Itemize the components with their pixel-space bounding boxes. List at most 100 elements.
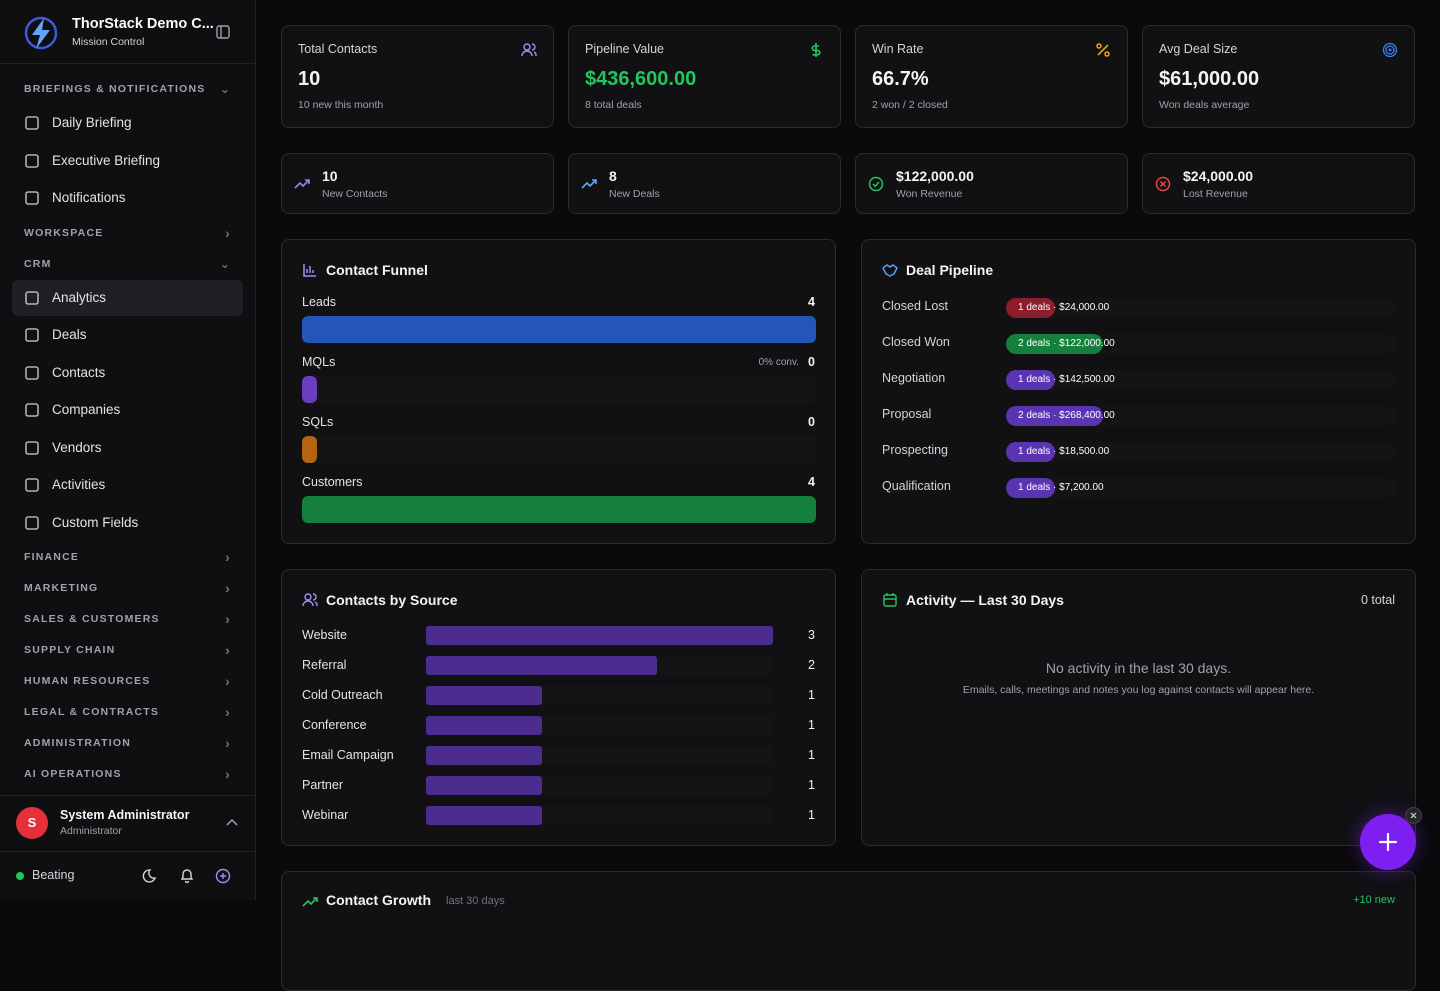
- theme-toggle[interactable]: [142, 868, 159, 884]
- stat-value: $61,000.00: [1159, 68, 1260, 90]
- nav-item[interactable]: Daily Briefing: [12, 105, 243, 141]
- nav-item[interactable]: Deals: [12, 317, 243, 353]
- status-dot: [16, 872, 24, 880]
- nav-section-header[interactable]: AI OPERATIONS ›: [24, 759, 231, 790]
- stat-card: Avg Deal Size $61,000.00 Won deals average: [1142, 25, 1415, 128]
- chevron: ›: [225, 580, 231, 596]
- user-menu-toggle[interactable]: [226, 818, 238, 826]
- source-bar: [426, 656, 658, 675]
- pipeline-track: [1006, 406, 1396, 426]
- nav-icon: [25, 403, 39, 417]
- panel-title: Contacts by Source: [326, 592, 458, 608]
- collapse-button[interactable]: [216, 25, 230, 39]
- notifications-button[interactable]: [179, 868, 195, 884]
- stat-icon: [1382, 42, 1398, 58]
- divider: [0, 851, 255, 852]
- chevron: ›: [225, 766, 231, 782]
- highlight-icon: [581, 179, 597, 189]
- stat-title: Win Rate: [872, 42, 924, 56]
- source-label: Email Campaign: [302, 748, 394, 762]
- source-label: Website: [302, 628, 347, 642]
- nav-section-header[interactable]: MARKETING ›: [24, 573, 231, 604]
- highlight-label: New Contacts: [322, 188, 388, 200]
- highlight-value: $24,000.00: [1183, 168, 1254, 184]
- nav-section-header[interactable]: BRIEFINGS & NOTIFICATIONS ⌄: [24, 74, 231, 105]
- funnel-bar: [302, 496, 816, 523]
- source-label: Referral: [302, 658, 347, 672]
- stat-note: 8 total deals: [585, 99, 642, 111]
- source-count: 2: [808, 658, 815, 672]
- brand-logo: [24, 16, 58, 50]
- divider: [0, 63, 255, 64]
- fab-button[interactable]: [1360, 814, 1416, 870]
- highlight-icon: [1155, 176, 1171, 192]
- nav-icon: [25, 440, 39, 455]
- highlight-icon: [868, 176, 884, 192]
- pipeline-label: 2 deals · $268,400.00: [1018, 410, 1115, 421]
- nav-label: Daily Briefing: [52, 115, 132, 130]
- pipeline-track: [1006, 334, 1396, 354]
- nav-item[interactable]: Executive Briefing: [12, 143, 243, 179]
- panel-subtitle: last 30 days: [446, 895, 505, 907]
- nav-section-header[interactable]: ADMINISTRATION ›: [24, 728, 231, 759]
- stat-card: Total Contacts 10 10 new this month: [281, 25, 554, 128]
- nav-section-header[interactable]: FINANCE ›: [24, 542, 231, 573]
- nav-item[interactable]: Analytics: [12, 279, 243, 316]
- nav-section-header[interactable]: HUMAN RESOURCES ›: [24, 666, 231, 697]
- chevron: ›: [225, 704, 231, 720]
- add-button[interactable]: [215, 868, 231, 884]
- pipeline-stage: Closed Lost: [882, 299, 949, 313]
- stat-title: Total Contacts: [298, 42, 378, 56]
- nav-label: Activities: [52, 477, 106, 492]
- nav-section-header[interactable]: SALES & CUSTOMERS ›: [24, 604, 231, 635]
- highlight-value: $122,000.00: [896, 168, 974, 184]
- nav-item[interactable]: Contacts: [12, 355, 243, 391]
- nav-item[interactable]: Companies: [12, 392, 243, 428]
- nav-icon: [25, 290, 39, 305]
- highlight-value: 10: [322, 168, 338, 184]
- nav-section-header[interactable]: WORKSPACE ›: [24, 218, 231, 249]
- funnel-bar: [302, 376, 317, 403]
- nav-section-header[interactable]: LEGAL & CONTRACTS ›: [24, 697, 231, 728]
- pipeline-bar: [1006, 370, 1055, 390]
- pipeline-stage: Proposal: [882, 407, 932, 421]
- panel-icon: [882, 264, 898, 277]
- pipeline-bar: [1006, 406, 1103, 426]
- chevron: ⌄: [219, 82, 231, 96]
- nav-section-header[interactable]: CRM ⌄: [24, 249, 231, 280]
- fab-icon: [1378, 832, 1398, 852]
- highlight-value: 8: [609, 168, 617, 184]
- nav-label: Vendors: [52, 439, 102, 455]
- nav-label: Contacts: [52, 364, 106, 380]
- nav-item[interactable]: Custom Fields: [12, 505, 243, 541]
- highlight-label: Won Revenue: [896, 188, 963, 200]
- funnel-count: 4: [808, 475, 815, 489]
- nav-icon: [25, 365, 39, 380]
- status-label: Beating: [32, 868, 75, 882]
- fab-dismiss[interactable]: [1405, 807, 1422, 824]
- panel-title: Contact Funnel: [326, 262, 428, 278]
- chevron: ›: [225, 549, 231, 565]
- funnel-count: 0: [808, 415, 815, 429]
- nav-section-header[interactable]: SUPPLY CHAIN ›: [24, 635, 231, 666]
- stat-icon: [521, 43, 537, 57]
- nav-icon: [25, 515, 39, 530]
- pipeline-card: Deal Pipeline Closed Lost 1 deals · $24,00…: [861, 239, 1416, 544]
- funnel-card: Contact Funnel Leads 4 MQLs 0 0% conv. SQLs 0 Cu…: [281, 239, 836, 544]
- funnel-track: [302, 376, 816, 403]
- funnel-stage: Customers: [302, 475, 363, 489]
- nav-item[interactable]: Vendors: [12, 430, 243, 466]
- stat-title: Pipeline Value: [585, 42, 664, 56]
- pipeline-stage: Prospecting: [882, 443, 949, 457]
- pipeline-bar: [1006, 298, 1055, 318]
- empty-title: No activity in the last 30 days.: [1045, 660, 1232, 676]
- stat-value: 10: [298, 68, 321, 90]
- avatar[interactable]: S: [16, 807, 48, 839]
- nav-item[interactable]: Activities: [12, 467, 243, 503]
- funnel-bar: [302, 436, 317, 463]
- source-label: Webinar: [302, 808, 349, 822]
- nav-item[interactable]: Notifications: [12, 180, 243, 216]
- pipeline-bar: [1006, 478, 1055, 498]
